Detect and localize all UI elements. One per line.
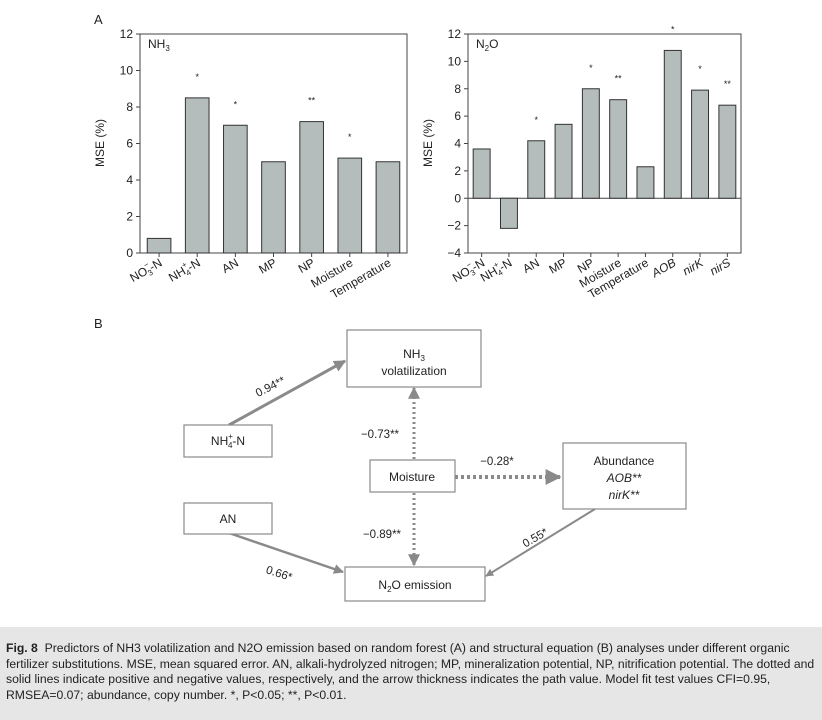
category-label: AN [219,255,240,275]
y-tick-label: −2 [447,219,461,233]
y-tick-label: 12 [448,27,462,41]
bar [718,104,737,199]
path-value-moisture-n2o: −0.89** [363,529,402,541]
bar [375,161,401,254]
svg-text:NH+4-N: NH+ 4-N [211,432,245,450]
category-label: nirK [680,255,706,278]
y-tick-label: 8 [454,82,461,96]
bar [223,124,248,254]
y-tick-label: 2 [126,210,133,224]
significance-marker: * [671,24,675,34]
path-value-abundance-n2o: 0.55* [521,526,551,550]
node-an: AN [183,502,273,535]
svg-text:volatilization: volatilization [381,364,446,378]
y-tick-label: 6 [454,109,461,123]
path-value-moisture-nh3: −0.73** [361,429,400,441]
arrow-abundance-to-n2o [485,508,596,577]
panel-label-a: A [94,12,103,27]
chart-title-nh3: NH3 [148,37,170,53]
bar [663,49,682,199]
significance-marker: * [348,132,352,142]
bar [527,140,546,199]
y-axis-label: MSE (%) [93,119,107,167]
category-label: NH+4-N [165,254,204,287]
y-tick-label: 12 [120,27,134,41]
panel-label-b: B [94,316,103,331]
path-value-an-n2o: 0.66* [264,564,294,584]
y-tick-label: 10 [120,64,134,78]
y-tick-label: −4 [447,246,461,260]
category-label: AOB [648,255,678,280]
path-diagram: NH3 volatilization NH+ 4-N AN Moisture Ab… [183,329,687,602]
significance-marker: * [589,63,593,73]
svg-text:Abundance: Abundance [594,454,655,468]
y-tick-label: 6 [126,137,133,151]
bar [261,161,286,254]
path-value-moisture-abundance: −0.28* [480,456,514,468]
bar [581,88,600,199]
significance-marker: ** [308,96,316,106]
node-nh4-n: NH+ 4-N [183,424,273,458]
significance-marker: * [534,115,538,125]
y-tick-label: 4 [126,173,133,187]
bar [146,237,172,254]
svg-text:AN: AN [220,512,237,526]
caption-text: Predictors of NH3 volatilization and N2O… [6,641,815,702]
category-label: AN [520,255,541,275]
bar [337,157,363,254]
bar [499,197,518,229]
svg-text:nirK**: nirK** [609,488,640,502]
category-label: MP [256,255,279,276]
node-nh3-volatilization: NH3 volatilization [346,329,482,388]
bar [691,89,710,199]
caption-label: Fig. 8 [6,641,38,655]
significance-marker: * [234,99,238,109]
category-label: nirS [707,255,732,278]
significance-marker: * [195,72,199,82]
bar [299,121,324,254]
category-label: MP [546,255,569,276]
significance-marker: ** [615,74,623,84]
node-n2o-emission: N2O emission [344,566,486,602]
y-axis-label: MSE (%) [421,119,435,167]
y-tick-label: 8 [126,100,133,114]
arrow-an-to-n2o [228,531,344,574]
y-tick-label: 0 [126,246,133,260]
arrow-nh4-to-nh3 [228,359,347,427]
y-tick-label: 4 [454,137,461,151]
bar [472,148,491,199]
bar [184,97,210,254]
caption-background [0,627,822,720]
category-label: NH+4-N [477,254,516,287]
svg-text:Moisture: Moisture [389,470,435,484]
y-tick-label: 10 [448,54,462,68]
node-abundance: Abundance AOB** nirK** [562,442,687,510]
bar [554,123,573,199]
svg-text:N2O emission: N2O emission [378,578,451,594]
significance-marker: * [698,64,702,74]
svg-text:NH3: NH3 [403,347,425,363]
y-tick-label: 0 [454,191,461,205]
figure-caption: Fig. 8 Predictors of NH3 volatilization … [6,641,818,703]
svg-text:AOB**: AOB** [606,471,642,485]
significance-marker: ** [724,79,732,89]
node-moisture: Moisture [369,459,456,493]
bar [636,166,655,199]
category-label: NP [296,255,317,275]
chart-title-n2o: N2O [476,37,498,53]
y-tick-label: 2 [454,164,461,178]
bar [609,99,628,199]
